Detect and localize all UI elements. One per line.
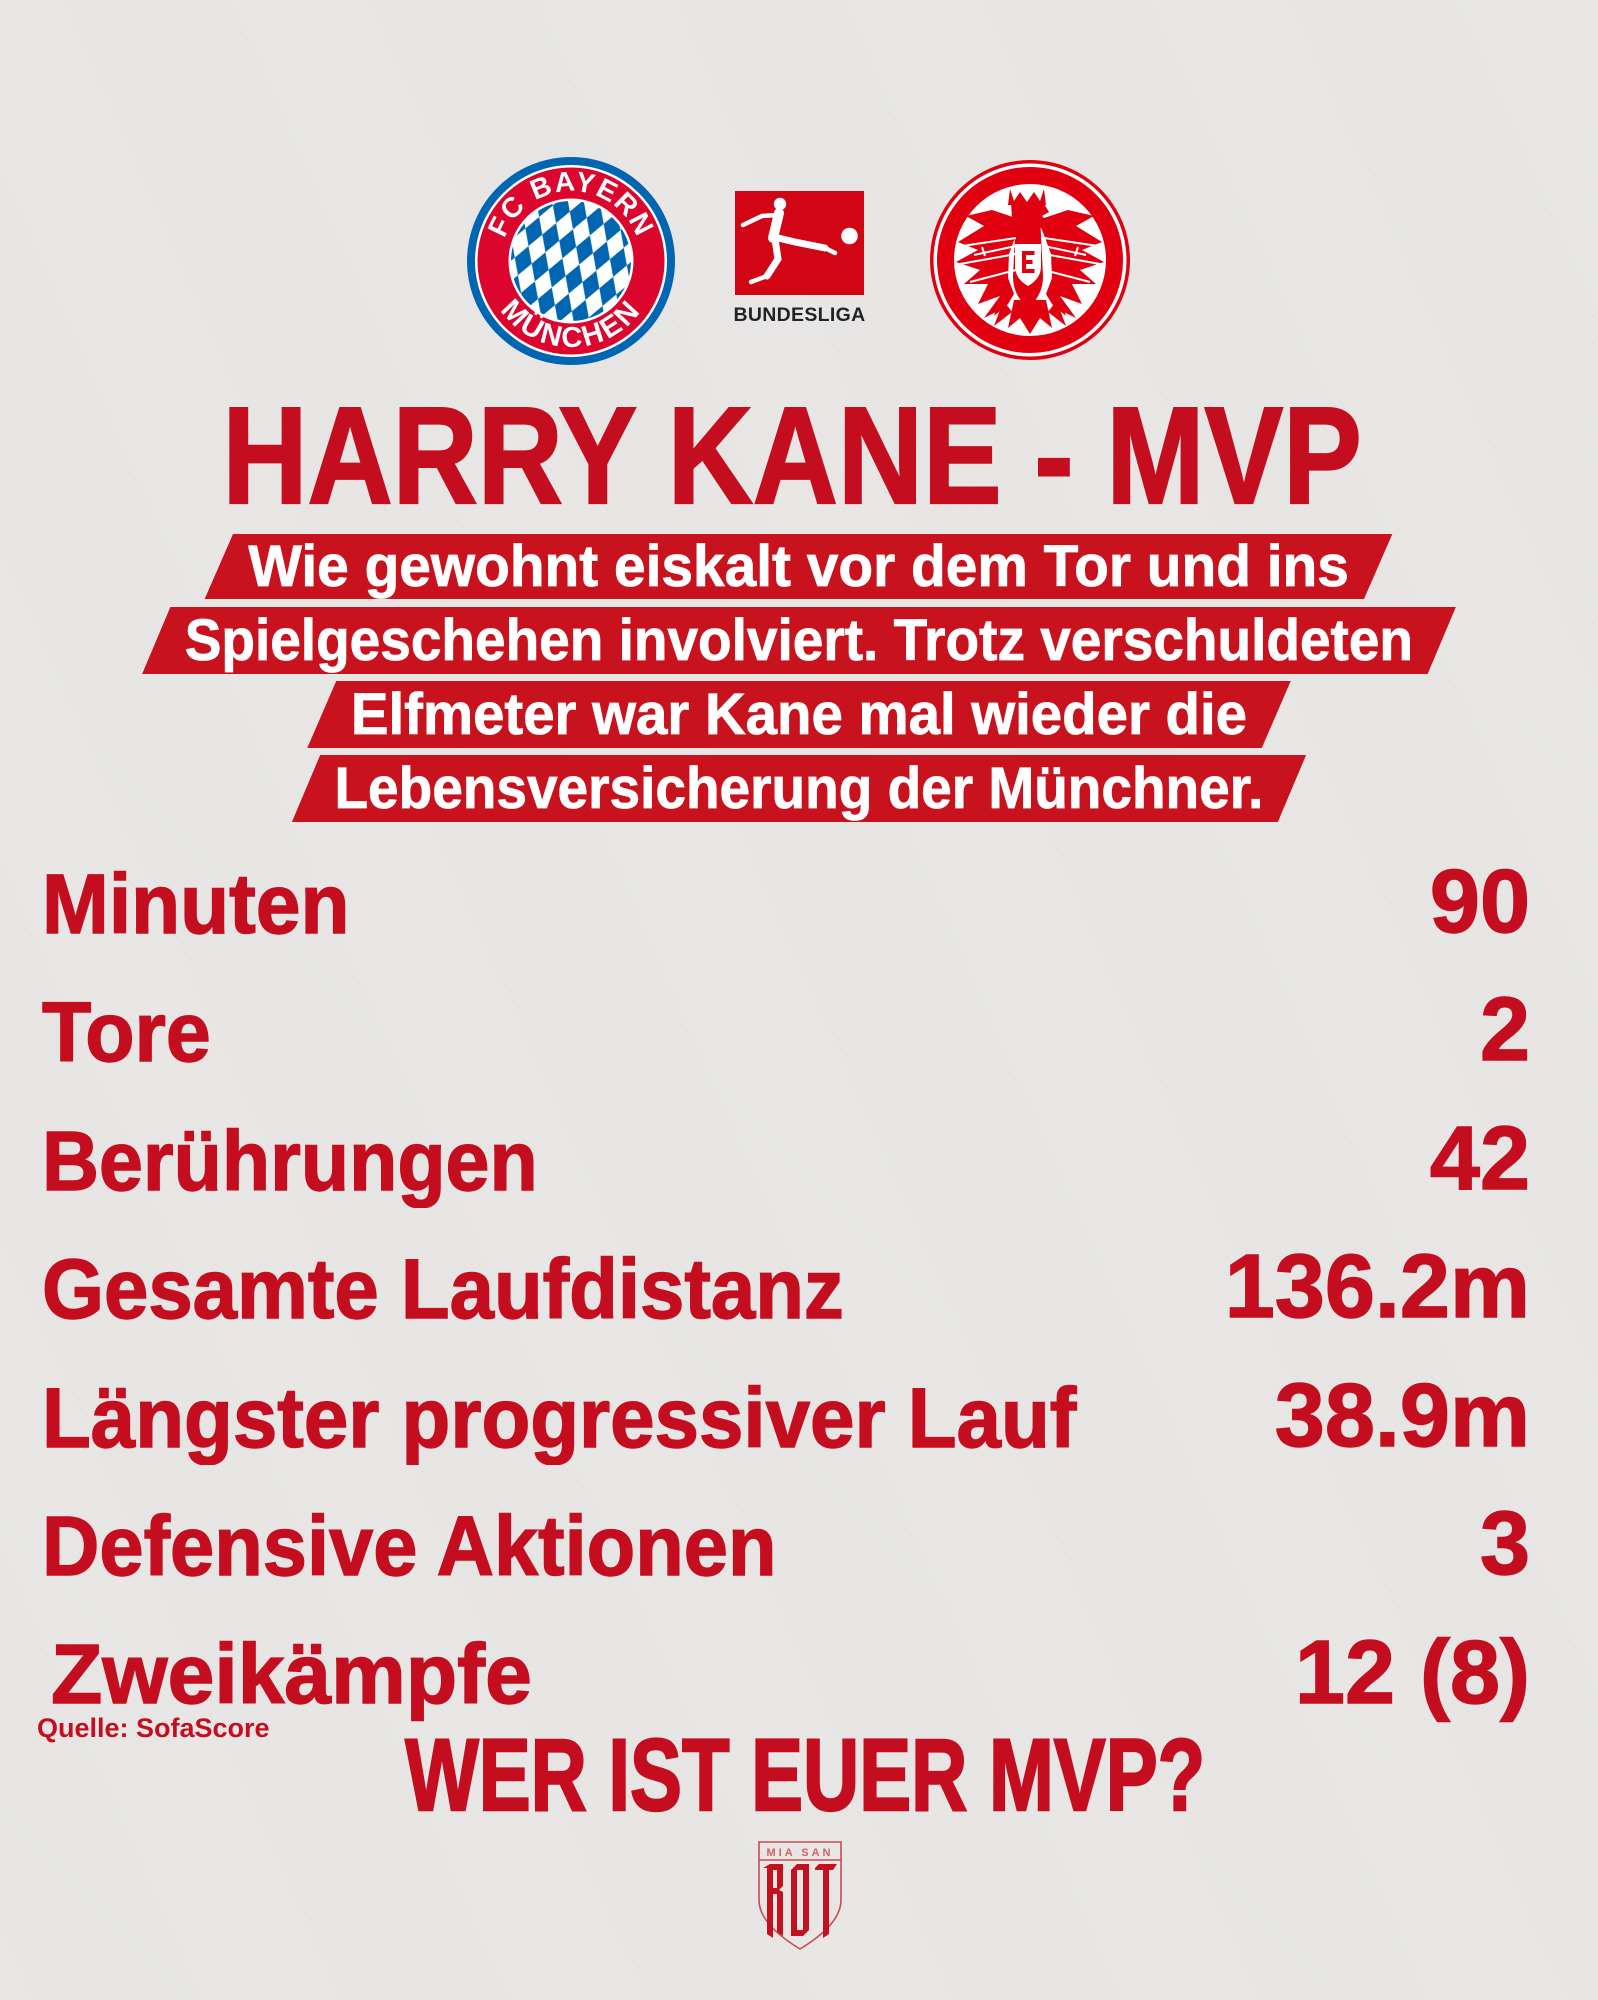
svg-text:BUNDESLIGA: BUNDESLIGA <box>734 304 866 326</box>
svg-text:MIA SAN: MIA SAN <box>766 1847 833 1859</box>
